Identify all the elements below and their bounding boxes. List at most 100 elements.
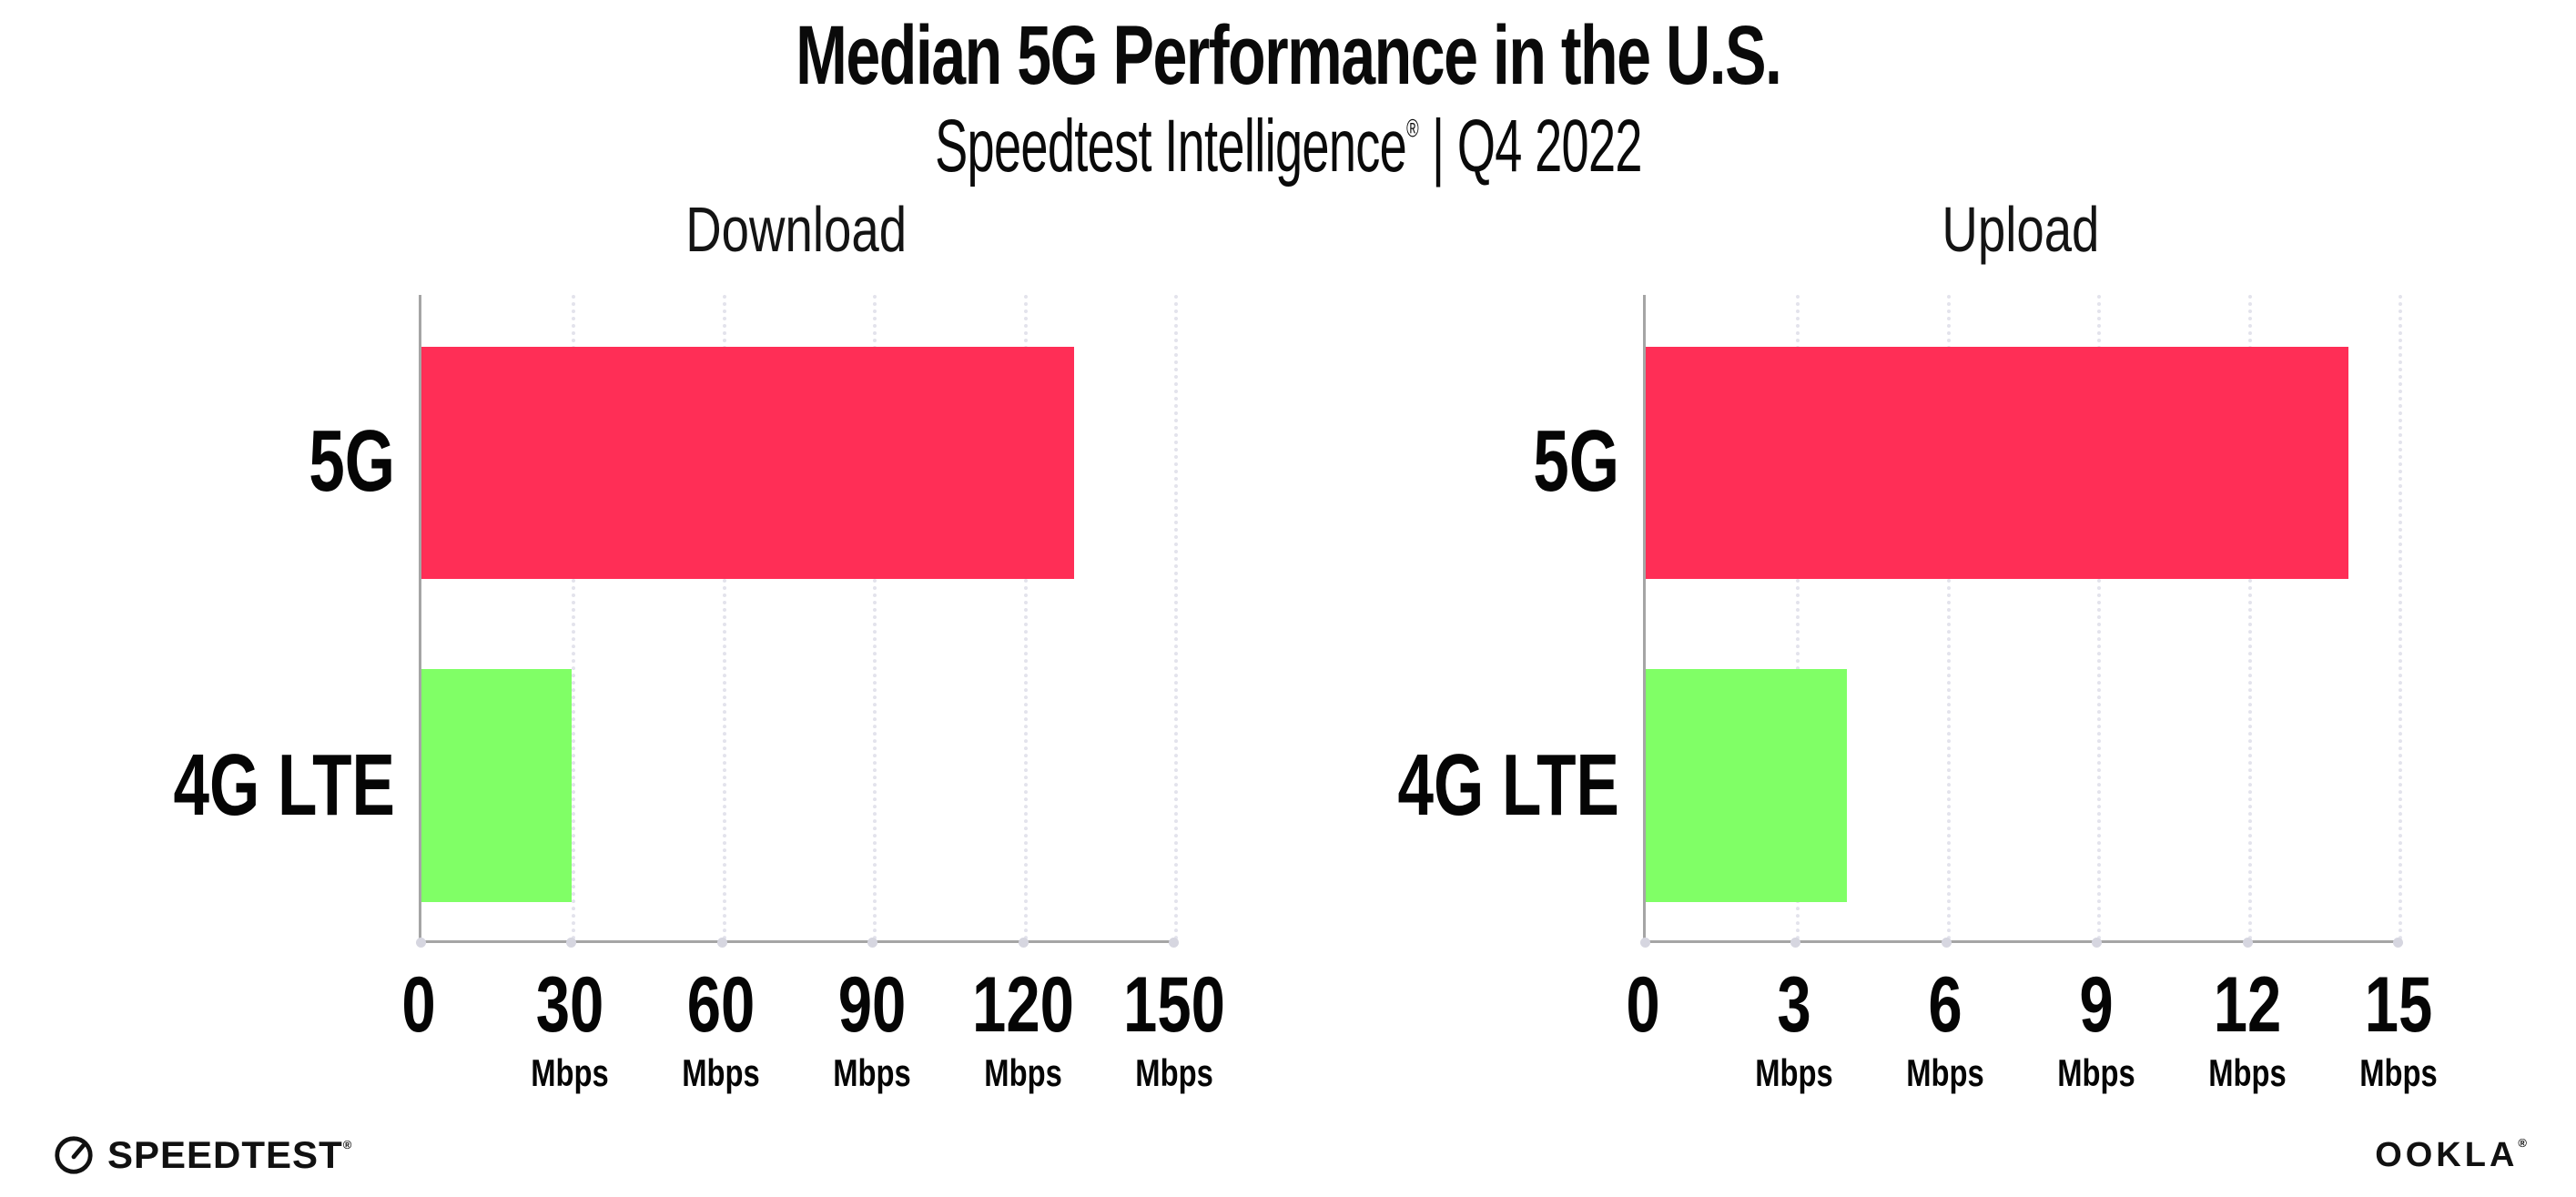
category-label-text: 4G LTE bbox=[1397, 736, 1619, 835]
axis-dot-120 bbox=[1018, 938, 1029, 948]
subtitle-period: | Q4 2022 bbox=[1418, 105, 1642, 188]
ookla-label: OOKLA bbox=[2375, 1135, 2519, 1174]
x-tick-number-text: 150 bbox=[1123, 961, 1225, 1050]
x-tick-unit-text: Mbps bbox=[682, 1050, 760, 1094]
gridline-15 bbox=[2399, 295, 2402, 941]
registered-trademark-icon: ® bbox=[1405, 114, 1419, 143]
axis-dot-3 bbox=[1790, 938, 1801, 948]
category-labels-download: 5G 4G LTE bbox=[174, 295, 419, 943]
x-tick-number: 0 bbox=[1621, 961, 1665, 1050]
x-tick-unit-text: Mbps bbox=[2359, 1050, 2438, 1094]
chart-title-download: Download bbox=[419, 193, 1174, 266]
x-tick-12: 12 Mbps bbox=[2197, 966, 2297, 1094]
chart-title-text: Download bbox=[685, 194, 908, 266]
x-tick-number: 15 bbox=[2348, 966, 2449, 1044]
x-tick-unit-text: Mbps bbox=[1755, 1050, 1833, 1094]
axis-dot-90 bbox=[867, 938, 878, 948]
x-tick-number: 9 bbox=[2046, 961, 2146, 1050]
x-tick-number: 90 bbox=[822, 961, 922, 1050]
x-tick-number: 3 bbox=[1744, 966, 1844, 1044]
axis-dot-12 bbox=[2242, 938, 2253, 948]
category-label-text: 4G LTE bbox=[173, 736, 395, 835]
x-tick-number-text: 90 bbox=[837, 961, 907, 1050]
charts-row: Download 5G 4G LTE 0 30 Mbps 60 Mbps 90 Mbps 120 Mb… bbox=[0, 193, 2576, 1128]
x-tick-number-text: 0 bbox=[1626, 961, 1660, 1050]
x-tick-unit-text: Mbps bbox=[2057, 1050, 2135, 1094]
x-tick-unit: Mbps bbox=[822, 1050, 922, 1094]
category-label-text: 5G bbox=[309, 412, 395, 511]
bar-4g-lte-upload bbox=[1646, 669, 1847, 902]
x-tick-unit: Mbps bbox=[958, 1051, 1089, 1094]
x-tick-unit-text: Mbps bbox=[1135, 1050, 1213, 1094]
x-axis-ticks-upload: 0 3 Mbps 6 Mbps 9 Mbps 12 Mbps 15 Mbps bbox=[1626, 961, 2437, 1128]
x-tick-number: 30 bbox=[520, 961, 620, 1050]
gridline-3 bbox=[1796, 295, 1800, 941]
gridline-60 bbox=[722, 295, 726, 941]
x-tick-unit: Mbps bbox=[671, 1050, 771, 1094]
axis-dot-0 bbox=[1640, 938, 1650, 948]
x-tick-6: 6 Mbps bbox=[1895, 961, 1995, 1094]
plot-area-upload bbox=[1640, 295, 2403, 948]
x-tick-number: 6 bbox=[1895, 961, 1995, 1050]
axis-dot-9 bbox=[2092, 938, 2103, 948]
x-tick-unit: Mbps bbox=[1895, 1051, 1995, 1094]
speedtest-wordmark: SPEEDTEST® bbox=[107, 1133, 352, 1177]
category-label-5g: 5G bbox=[1503, 411, 1619, 512]
x-tick-15: 15 Mbps bbox=[2348, 966, 2449, 1094]
x-tick-unit-text: Mbps bbox=[531, 1050, 609, 1094]
x-tick-unit: Mbps bbox=[1109, 1050, 1240, 1094]
x-tick-unit-text: Mbps bbox=[2208, 1050, 2287, 1094]
x-tick-number: 120 bbox=[958, 966, 1089, 1044]
axis-dot-15 bbox=[2393, 938, 2403, 948]
x-axis-ticks-download: 0 30 Mbps 60 Mbps 90 Mbps 120 Mbps 150 Mbps bbox=[401, 961, 1225, 1128]
header: Median 5G Performance in the U.S. Speedt… bbox=[0, 0, 2576, 189]
category-labels-upload: 5G 4G LTE bbox=[1398, 295, 1643, 943]
x-tick-unit-text: Mbps bbox=[833, 1050, 911, 1094]
gridline-6 bbox=[1946, 295, 1951, 941]
x-tick-unit: Mbps bbox=[2348, 1050, 2449, 1094]
axis-dot-30 bbox=[566, 938, 577, 948]
ookla-logo: OOKLA® bbox=[2375, 1136, 2530, 1175]
chart-download: Download 5G 4G LTE 0 30 Mbps 60 Mbps 90 Mbps 120 Mb… bbox=[174, 193, 1225, 1128]
page-title: Median 5G Performance in the U.S. bbox=[0, 9, 2576, 103]
category-label-text: 5G bbox=[1533, 412, 1619, 511]
gridline-150 bbox=[1174, 295, 1178, 941]
x-tick-0: 0 bbox=[1621, 961, 1665, 1050]
x-tick-number: 0 bbox=[397, 961, 441, 1050]
page-title-text: Median 5G Performance in the U.S. bbox=[795, 9, 1782, 102]
page-subtitle-text: Speedtest Intelligence® | Q4 2022 bbox=[935, 103, 1642, 189]
chart-title-text: Upload bbox=[1942, 194, 2100, 266]
axis-dot-6 bbox=[1941, 938, 1952, 948]
x-tick-unit: Mbps bbox=[2197, 1050, 2297, 1094]
x-tick-120: 120 Mbps bbox=[958, 966, 1089, 1094]
x-tick-number: 12 bbox=[2197, 966, 2297, 1044]
x-tick-number-text: 0 bbox=[401, 961, 436, 1050]
x-tick-90: 90 Mbps bbox=[822, 961, 922, 1094]
category-label-5g: 5G bbox=[279, 411, 395, 512]
axis-dot-60 bbox=[716, 938, 727, 948]
x-tick-3: 3 Mbps bbox=[1744, 966, 1844, 1094]
category-label-4g-lte: 4G LTE bbox=[96, 735, 395, 836]
axis-dot-150 bbox=[1169, 938, 1179, 948]
gridline-12 bbox=[2247, 295, 2252, 941]
speedtest-logo: SPEEDTEST® bbox=[53, 1133, 352, 1177]
bar-5g-upload bbox=[1646, 346, 2348, 580]
x-tick-number-text: 6 bbox=[1928, 961, 1962, 1050]
chart-upload: Upload 5G 4G LTE 0 3 Mbps 6 Mbps 9 Mbps 12 Mbps 15 Mb… bbox=[1398, 193, 2438, 1128]
gridline-90 bbox=[873, 295, 877, 941]
x-tick-number: 150 bbox=[1109, 961, 1240, 1050]
subtitle-brand: Speedtest Intelligence bbox=[934, 105, 1407, 188]
x-tick-number-text: 30 bbox=[535, 961, 604, 1050]
x-tick-number-text: 9 bbox=[2079, 961, 2114, 1050]
x-tick-unit: Mbps bbox=[520, 1050, 620, 1094]
x-tick-30: 30 Mbps bbox=[520, 961, 620, 1094]
x-tick-number-text: 60 bbox=[686, 961, 756, 1050]
bar-5g-download bbox=[421, 346, 1074, 580]
footer: SPEEDTEST® OOKLA® bbox=[53, 1133, 2530, 1177]
speedtest-registered-icon: ® bbox=[342, 1138, 353, 1152]
x-tick-60: 60 Mbps bbox=[671, 961, 771, 1094]
bar-4g-lte-download bbox=[421, 669, 573, 902]
plot-area-download bbox=[416, 295, 1179, 948]
x-tick-number: 60 bbox=[671, 961, 771, 1050]
chart-title-upload: Upload bbox=[1643, 193, 2399, 266]
